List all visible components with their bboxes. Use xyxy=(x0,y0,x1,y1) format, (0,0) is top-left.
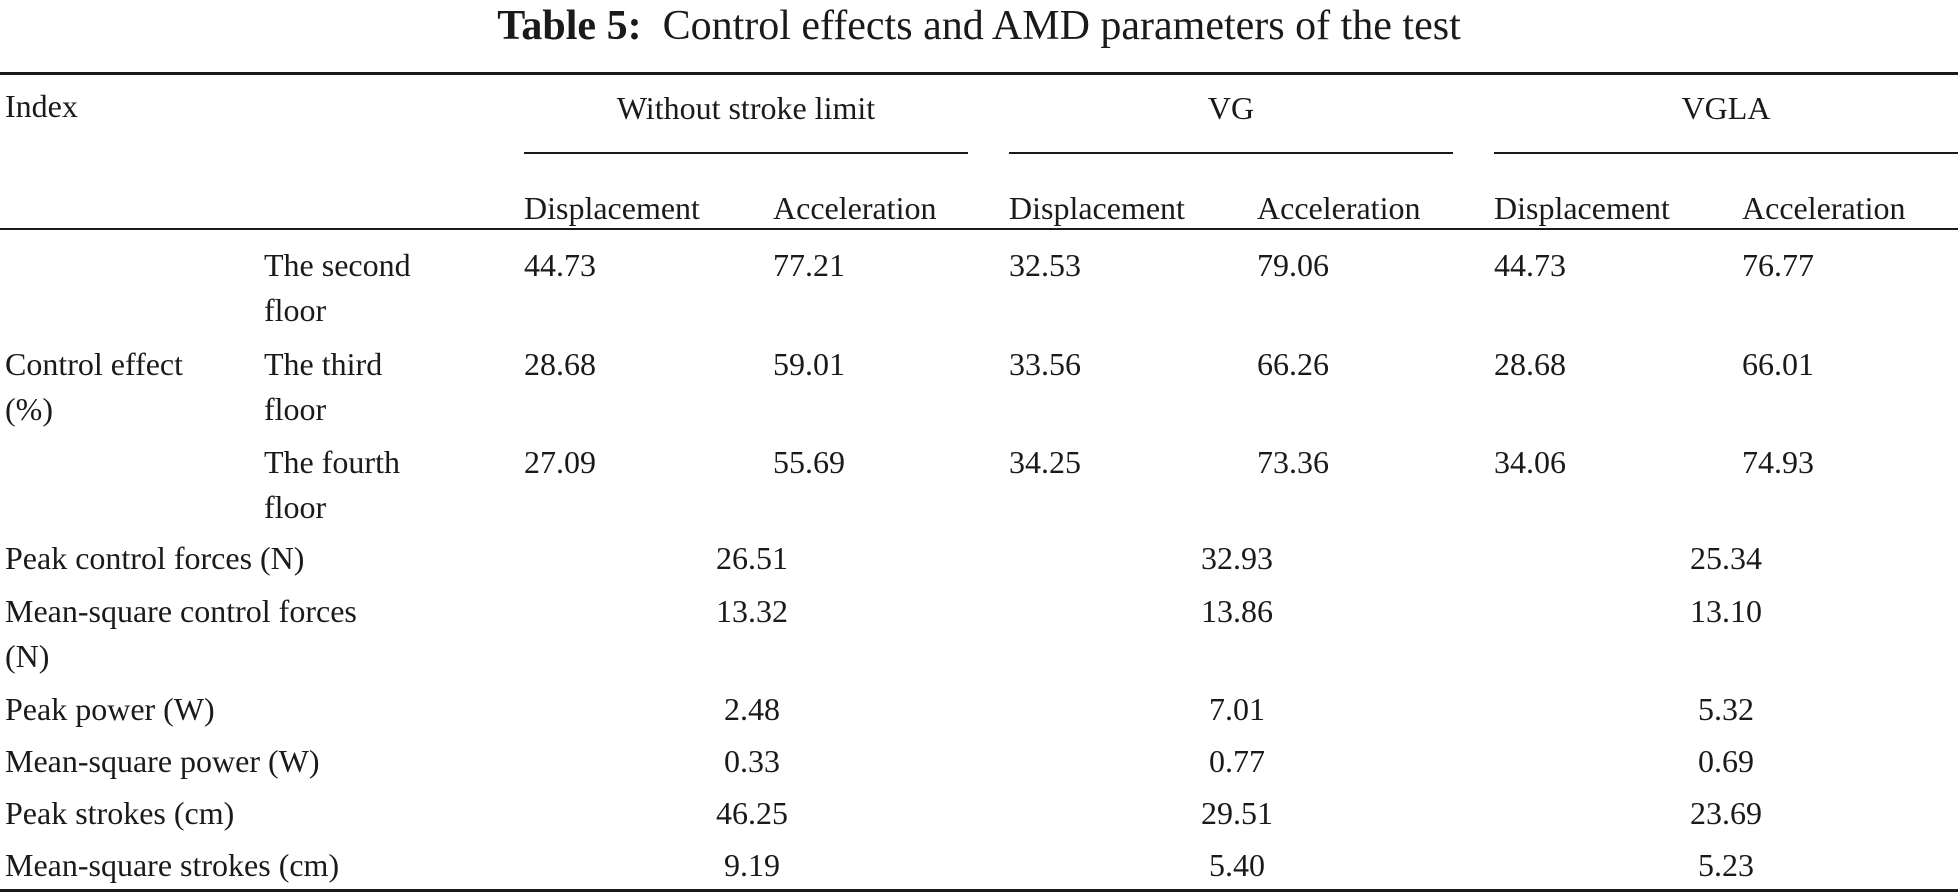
subheader-displacement: Displacement xyxy=(1009,190,1185,226)
table-cell: 0.77 xyxy=(1209,743,1265,779)
table-cell: 44.73 xyxy=(1494,247,1566,283)
top-rule xyxy=(0,72,1958,75)
table-cell: 59.01 xyxy=(773,346,845,382)
table-cell: 5.23 xyxy=(1698,847,1754,883)
table-cell: 0.33 xyxy=(724,743,780,779)
table-cell: 5.32 xyxy=(1698,691,1754,727)
group-rule-vgla xyxy=(1494,152,1958,154)
table-cell: 77.21 xyxy=(773,247,845,283)
table-cell: 34.06 xyxy=(1494,444,1566,480)
table-cell: 9.19 xyxy=(724,847,780,883)
table-cell: 66.01 xyxy=(1742,346,1814,382)
table-cell: 73.36 xyxy=(1257,444,1329,480)
table-cell: 13.86 xyxy=(1201,593,1273,629)
table-cell: 34.25 xyxy=(1009,444,1081,480)
table-cell: 13.10 xyxy=(1690,593,1762,629)
subheader-displacement: Displacement xyxy=(524,190,700,226)
group-rule-vg xyxy=(1009,152,1453,154)
floor-label: floor xyxy=(264,489,327,525)
table-cell: 55.69 xyxy=(773,444,845,480)
group-header-vg: VG xyxy=(1207,90,1255,126)
table-cell: 66.26 xyxy=(1257,346,1329,382)
row-label: Peak control forces (N) xyxy=(5,540,305,576)
group-header-vgla: VGLA xyxy=(1681,90,1771,126)
table-number: Table 5: xyxy=(497,3,642,49)
table-cell: 32.53 xyxy=(1009,247,1081,283)
floor-label: The second xyxy=(264,247,411,283)
group-header-without-stroke-limit: Without stroke limit xyxy=(616,90,876,126)
header-rule xyxy=(0,228,1958,230)
bottom-rule xyxy=(0,889,1958,892)
subheader-acceleration: Acceleration xyxy=(773,190,937,226)
table-cell: 44.73 xyxy=(524,247,596,283)
table-cell: 13.32 xyxy=(716,593,788,629)
table-cell: 23.69 xyxy=(1690,795,1762,831)
table-cell: 7.01 xyxy=(1209,691,1265,727)
row-label: Mean-square strokes (cm) xyxy=(5,847,340,883)
control-effect-label: Control effect xyxy=(5,346,184,382)
row-label: Mean-square control forces xyxy=(5,593,357,629)
subheader-acceleration: Acceleration xyxy=(1742,190,1906,226)
table-cell: 74.93 xyxy=(1742,444,1814,480)
table-cell: 25.34 xyxy=(1690,540,1762,576)
floor-label: floor xyxy=(264,292,327,328)
table-cell: 28.68 xyxy=(1494,346,1566,382)
floor-label: The fourth xyxy=(264,444,400,480)
table-cell: 33.56 xyxy=(1009,346,1081,382)
row-label-continued: (N) xyxy=(5,638,50,674)
table-cell: 27.09 xyxy=(524,444,596,480)
floor-label: floor xyxy=(264,391,327,427)
table-cell: 29.51 xyxy=(1201,795,1273,831)
table-cell: 0.69 xyxy=(1698,743,1754,779)
group-rule-without-stroke-limit xyxy=(524,152,968,154)
row-label: Peak power (W) xyxy=(5,691,215,727)
table-cell: 2.48 xyxy=(724,691,780,727)
table-cell: 79.06 xyxy=(1257,247,1329,283)
table-title: Control effects and AMD parameters of th… xyxy=(662,3,1461,49)
table-cell: 46.25 xyxy=(716,795,788,831)
table-cell: 76.77 xyxy=(1742,247,1814,283)
row-label: Peak strokes (cm) xyxy=(5,795,235,831)
table-caption: Table 5: Control effects and AMD paramet… xyxy=(0,0,1958,52)
subheader-displacement: Displacement xyxy=(1494,190,1670,226)
floor-label: The third xyxy=(264,346,383,382)
table-cell: 26.51 xyxy=(716,540,788,576)
table-cell: 5.40 xyxy=(1209,847,1265,883)
table-cell: 28.68 xyxy=(524,346,596,382)
control-effect-unit: (%) xyxy=(5,391,53,427)
row-label: Mean-square power (W) xyxy=(5,743,320,779)
header-index: Index xyxy=(5,88,78,124)
subheader-acceleration: Acceleration xyxy=(1257,190,1421,226)
table-cell: 32.93 xyxy=(1201,540,1273,576)
